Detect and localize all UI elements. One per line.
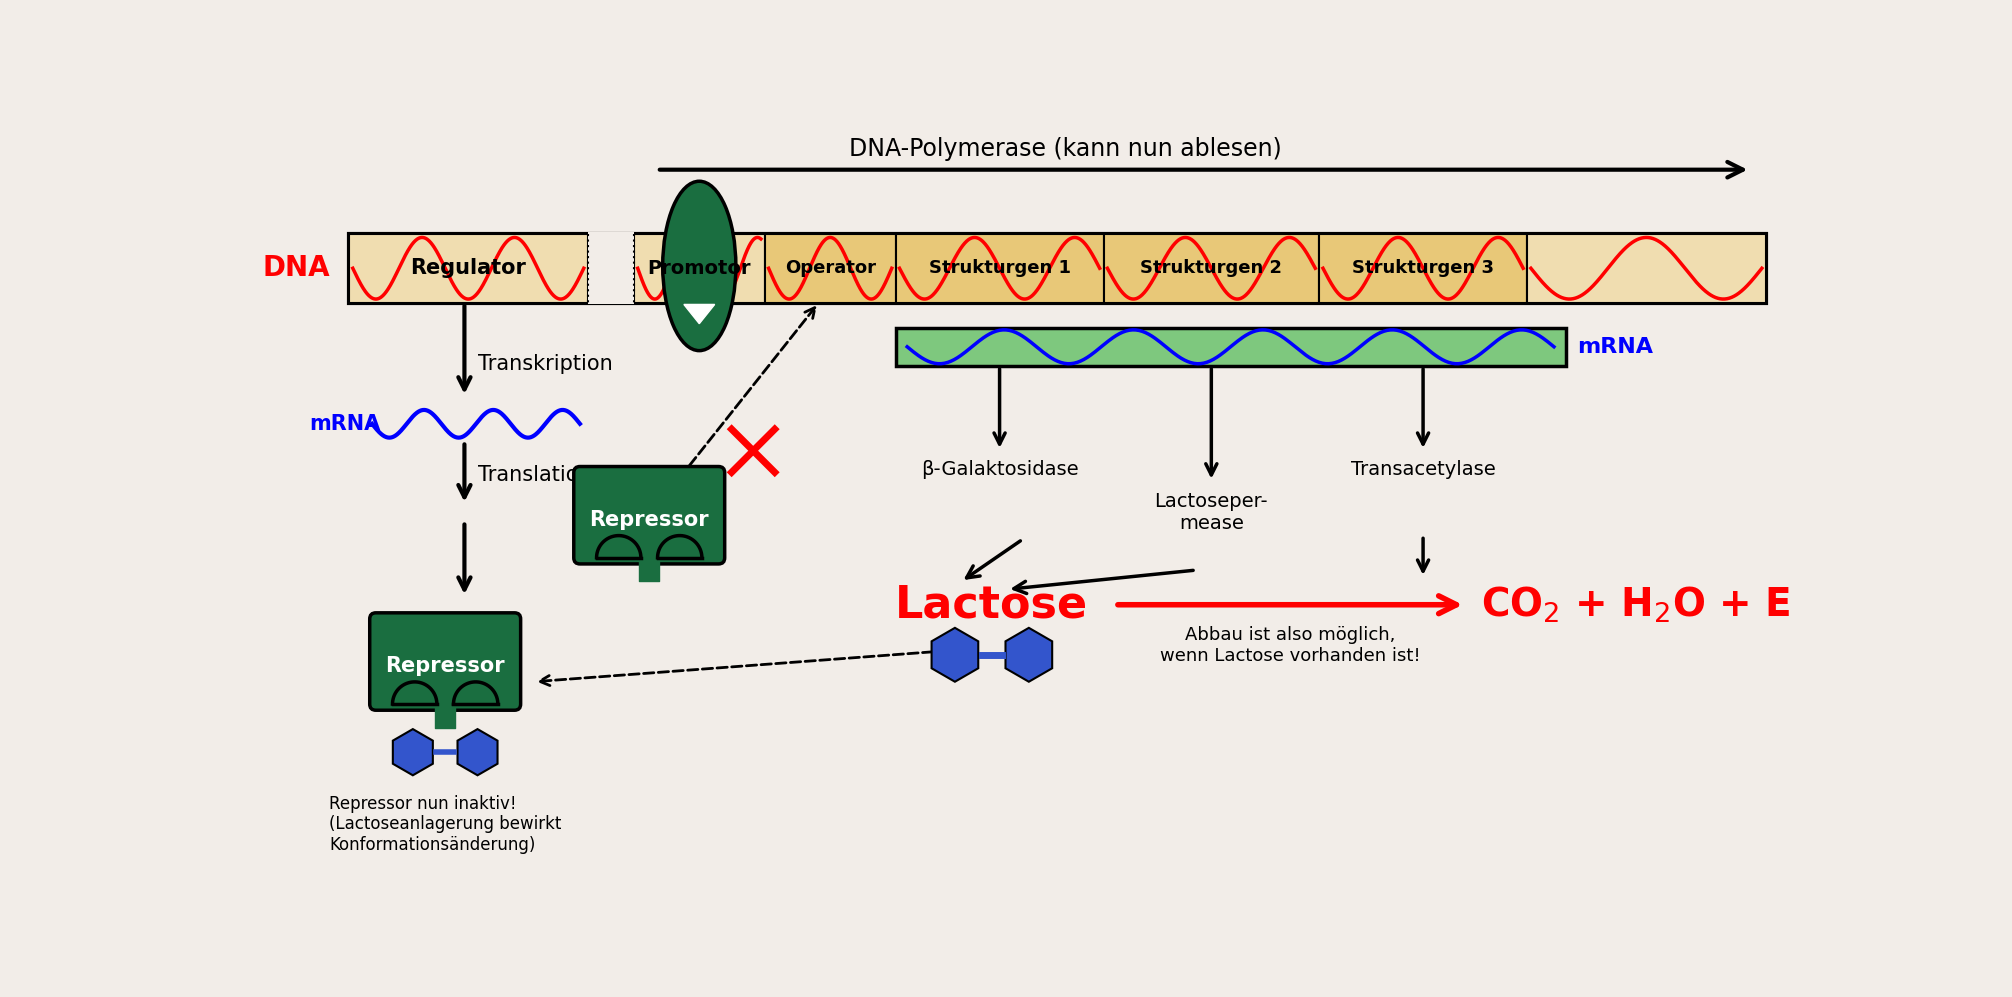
Bar [588, 232, 634, 304]
Text: Strukturgen 1: Strukturgen 1 [930, 259, 1070, 277]
Bar [1320, 233, 1527, 303]
Text: Lactose: Lactose [895, 583, 1088, 626]
Text: Lactoseper-
mease: Lactoseper- mease [1155, 493, 1268, 533]
Text: Transkription: Transkription [479, 355, 614, 375]
Text: CO$_2$ + H$_2$O + E: CO$_2$ + H$_2$O + E [1481, 584, 1791, 625]
Text: Strukturgen 2: Strukturgen 2 [1141, 259, 1282, 277]
Text: Repressor: Repressor [386, 656, 505, 676]
Text: mRNA: mRNA [310, 414, 380, 434]
Polygon shape [392, 729, 433, 776]
Bar [634, 233, 765, 303]
Bar [895, 328, 1565, 366]
Text: Repressor nun inaktiv!
(Lactoseanlagerung bewirkt
Konformationsänderung): Repressor nun inaktiv! (Lactoseanlagerun… [330, 795, 561, 854]
Text: Promotor: Promotor [648, 259, 750, 278]
Polygon shape [598, 535, 642, 557]
FancyBboxPatch shape [573, 467, 724, 564]
Polygon shape [684, 304, 714, 324]
Polygon shape [453, 682, 497, 704]
Bar [348, 233, 1767, 303]
Text: Transacetylase: Transacetylase [1350, 460, 1495, 479]
Text: Repressor: Repressor [590, 509, 708, 529]
Text: Translation: Translation [479, 466, 592, 486]
Ellipse shape [662, 181, 736, 351]
Text: DNA-Polymerase (kann nun ablesen): DNA-Polymerase (kann nun ablesen) [849, 137, 1282, 161]
Text: Abbau ist also möglich,
wenn Lactose vorhanden ist!: Abbau ist also möglich, wenn Lactose vor… [1161, 626, 1420, 665]
Text: DNA: DNA [262, 254, 330, 282]
FancyBboxPatch shape [370, 613, 521, 710]
Polygon shape [457, 729, 497, 776]
Text: Regulator: Regulator [410, 258, 527, 278]
Text: β-Galaktosidase: β-Galaktosidase [921, 460, 1078, 479]
Polygon shape [932, 628, 978, 682]
Bar [765, 233, 895, 303]
Text: Operator: Operator [785, 259, 875, 277]
Polygon shape [658, 535, 702, 557]
Bar [1103, 233, 1320, 303]
Polygon shape [1006, 628, 1052, 682]
Text: mRNA: mRNA [1577, 337, 1654, 357]
Polygon shape [392, 682, 437, 704]
Bar [895, 233, 1103, 303]
Text: Strukturgen 3: Strukturgen 3 [1352, 259, 1495, 277]
Bar [1527, 233, 1767, 303]
Bar [348, 233, 588, 303]
